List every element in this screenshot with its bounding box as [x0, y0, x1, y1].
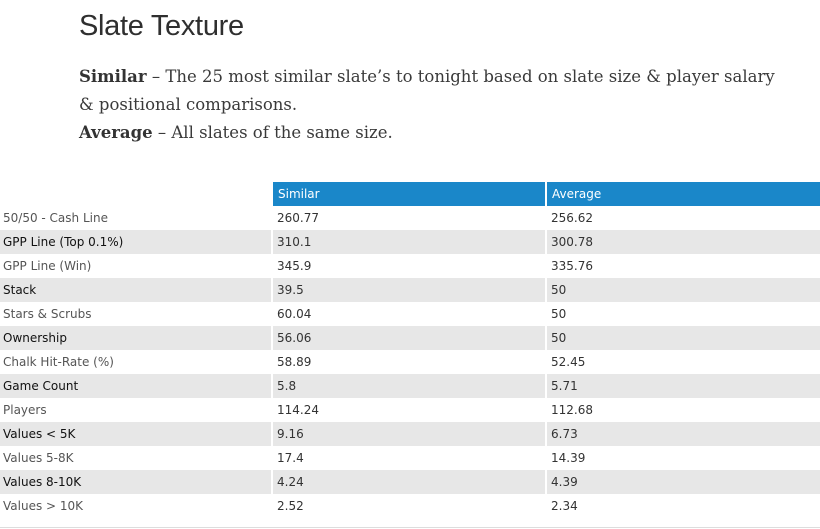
similar-cell: 56.06: [271, 326, 546, 350]
metric-cell: Values < 5K: [0, 422, 272, 446]
table-row: Ownership 56.06 50: [0, 326, 820, 350]
table-row: Game Count 5.8 5.71: [0, 374, 820, 398]
metric-cell: Stars & Scrubs: [0, 302, 272, 326]
similar-cell: 114.24: [271, 398, 546, 422]
average-cell: 4.39: [545, 470, 820, 494]
metric-cell: GPP Line (Win): [0, 254, 272, 278]
table-row: Stack 39.5 50: [0, 278, 820, 302]
page-title: Slate Texture: [79, 10, 244, 42]
metric-cell: Values 8-10K: [0, 470, 272, 494]
table-header: Similar Average: [0, 182, 820, 206]
table-body: 50/50 - Cash Line 260.77 256.62 GPP Line…: [0, 206, 820, 518]
table-row: Players 114.24 112.68: [0, 398, 820, 422]
similar-cell: 260.77: [271, 206, 546, 230]
average-cell: 50: [545, 302, 820, 326]
average-cell: 256.62: [545, 206, 820, 230]
table-row: Values > 10K 2.52 2.34: [0, 494, 820, 518]
table-header-row: Similar Average: [0, 182, 820, 206]
table-row: Chalk Hit-Rate (%) 58.89 52.45: [0, 350, 820, 374]
metric-cell: GPP Line (Top 0.1%): [0, 230, 272, 254]
similar-cell: 310.1: [271, 230, 546, 254]
metric-cell: Ownership: [0, 326, 272, 350]
description: Similar – The 25 most similar slate’s to…: [79, 63, 779, 147]
bottom-divider: [0, 527, 820, 528]
average-term: Average: [79, 123, 153, 142]
similar-cell: 5.8: [271, 374, 546, 398]
table-row: Values < 5K 9.16 6.73: [0, 422, 820, 446]
similar-text: – The 25 most similar slate’s to tonight…: [79, 67, 775, 114]
table-row: GPP Line (Win) 345.9 335.76: [0, 254, 820, 278]
similar-cell: 4.24: [271, 470, 546, 494]
average-cell: 112.68: [545, 398, 820, 422]
similar-term: Similar: [79, 67, 147, 86]
average-cell: 5.71: [545, 374, 820, 398]
table-row: Values 8-10K 4.24 4.39: [0, 470, 820, 494]
metric-cell: Players: [0, 398, 272, 422]
average-cell: 52.45: [545, 350, 820, 374]
average-cell: 300.78: [545, 230, 820, 254]
slate-texture-table: Similar Average 50/50 - Cash Line 260.77…: [0, 182, 820, 518]
table-row: Stars & Scrubs 60.04 50: [0, 302, 820, 326]
header-metric: [0, 182, 272, 206]
metric-cell: 50/50 - Cash Line: [0, 206, 272, 230]
average-cell: 2.34: [545, 494, 820, 518]
table-row: GPP Line (Top 0.1%) 310.1 300.78: [0, 230, 820, 254]
metric-cell: Values > 10K: [0, 494, 272, 518]
average-cell: 14.39: [545, 446, 820, 470]
average-text: – All slates of the same size.: [152, 123, 393, 142]
similar-description: Similar – The 25 most similar slate’s to…: [79, 63, 779, 119]
header-average: Average: [545, 182, 820, 206]
average-description: Average – All slates of the same size.: [79, 119, 779, 147]
average-cell: 50: [545, 326, 820, 350]
average-cell: 50: [545, 278, 820, 302]
table-row: Values 5-8K 17.4 14.39: [0, 446, 820, 470]
similar-cell: 60.04: [271, 302, 546, 326]
average-cell: 335.76: [545, 254, 820, 278]
similar-cell: 58.89: [271, 350, 546, 374]
metric-cell: Values 5-8K: [0, 446, 272, 470]
metric-cell: Chalk Hit-Rate (%): [0, 350, 272, 374]
similar-cell: 2.52: [271, 494, 546, 518]
table-row: 50/50 - Cash Line 260.77 256.62: [0, 206, 820, 230]
metric-cell: Stack: [0, 278, 272, 302]
similar-cell: 17.4: [271, 446, 546, 470]
header-similar: Similar: [271, 182, 546, 206]
similar-cell: 9.16: [271, 422, 546, 446]
average-cell: 6.73: [545, 422, 820, 446]
similar-cell: 345.9: [271, 254, 546, 278]
similar-cell: 39.5: [271, 278, 546, 302]
metric-cell: Game Count: [0, 374, 272, 398]
